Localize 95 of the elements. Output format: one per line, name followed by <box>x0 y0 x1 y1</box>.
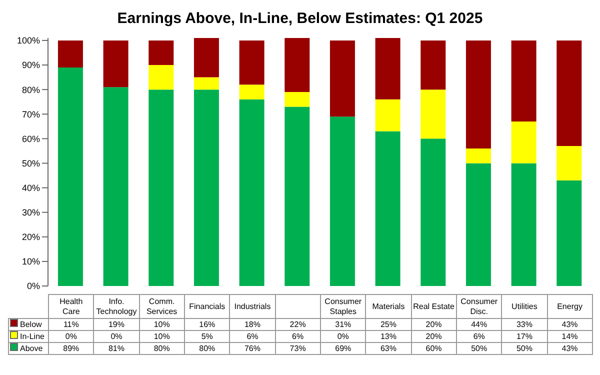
x-tick-label: Energy <box>547 294 592 318</box>
data-label: 6% <box>275 330 320 342</box>
data-label: 14% <box>547 330 592 342</box>
x-tick-label: Materials <box>366 294 412 318</box>
bar <box>375 131 400 286</box>
bar <box>556 40 582 146</box>
data-label: 31% <box>320 318 366 330</box>
data-label: 20% <box>411 318 456 330</box>
data-label: 60% <box>411 342 456 354</box>
x-tick-label: Consumer Disc. <box>456 294 502 318</box>
data-label: 17% <box>502 330 548 342</box>
y-tick-label: 0% <box>26 281 40 292</box>
data-label: 10% <box>139 318 184 330</box>
data-label: 44% <box>456 318 502 330</box>
data-label: 16% <box>184 318 230 330</box>
data-label: 43% <box>547 318 592 330</box>
y-tick-label: 10% <box>22 256 40 267</box>
data-label: 0% <box>94 330 140 342</box>
y-tick-label: 20% <box>22 232 40 242</box>
bar <box>330 40 355 117</box>
data-label: 13% <box>366 330 412 342</box>
bar <box>58 67 83 286</box>
x-tick-label: Info. Technology <box>94 294 140 318</box>
data-label: 69% <box>320 342 366 354</box>
bar <box>556 180 582 286</box>
bar <box>375 38 400 100</box>
bar <box>375 99 400 132</box>
bar <box>239 84 264 100</box>
x-tick-label: Real Estate <box>411 294 456 318</box>
bar <box>556 146 582 180</box>
bar <box>239 40 264 85</box>
bar <box>194 38 219 78</box>
x-tick-label: Utilities <box>502 294 548 318</box>
bar <box>466 163 491 286</box>
bar <box>420 40 446 90</box>
x-tick-label: Consumer Staples <box>320 294 366 318</box>
chart-title: Earnings Above, In-Line, Below Estimates: Q1 2025 <box>116 9 484 29</box>
bar <box>284 38 310 92</box>
data-label: 11% <box>48 318 94 330</box>
bar <box>239 99 264 286</box>
bar <box>284 106 310 286</box>
bar <box>148 90 174 286</box>
data-label: 81% <box>94 342 140 354</box>
data-label: 0% <box>48 330 94 342</box>
y-tick-label: 30% <box>22 208 40 218</box>
data-label: 10% <box>139 330 184 342</box>
data-label: 80% <box>139 342 184 354</box>
y-tick-label: 50% <box>22 158 40 168</box>
data-label: 50% <box>456 342 502 354</box>
x-tick-label: Health Care <box>48 294 94 318</box>
bar <box>511 121 536 164</box>
bar <box>420 138 446 286</box>
y-tick-label: 40% <box>22 182 40 193</box>
bar <box>420 90 446 139</box>
bar <box>148 40 174 66</box>
data-label: 6% <box>456 330 502 342</box>
bar <box>103 40 128 88</box>
data-label: 18% <box>230 318 276 330</box>
legend-label: Above <box>8 342 48 354</box>
bar <box>466 40 491 148</box>
y-tick-label: 90% <box>22 60 40 70</box>
data-label: 76% <box>230 342 276 354</box>
bar <box>330 116 355 286</box>
data-label: 19% <box>94 318 140 330</box>
data-label: 6% <box>230 330 276 342</box>
data-label: 22% <box>275 318 320 330</box>
data-label: 33% <box>502 318 548 330</box>
bar <box>466 148 491 164</box>
y-tick-label: 100% <box>16 36 40 46</box>
data-label: 89% <box>48 342 94 354</box>
data-label: 50% <box>502 342 548 354</box>
data-label: 20% <box>411 330 456 342</box>
x-tick-label: Financials <box>184 294 230 318</box>
data-label: 5% <box>184 330 230 342</box>
y-tick-label: 60% <box>22 134 40 144</box>
data-label: 25% <box>366 318 412 330</box>
x-tick-label: Industrials <box>230 294 276 318</box>
bar <box>194 90 219 286</box>
bar <box>148 65 174 90</box>
bar <box>58 40 83 68</box>
y-tick-label: 70% <box>22 109 40 120</box>
data-label: 63% <box>366 342 412 354</box>
bar <box>511 163 536 286</box>
data-label: 0% <box>320 330 366 342</box>
legend-label: In-Line <box>8 330 48 342</box>
data-label: 73% <box>275 342 320 354</box>
bar <box>103 87 128 286</box>
data-label: 80% <box>184 342 230 354</box>
y-tick-label: 80% <box>22 84 40 95</box>
bar <box>284 92 310 107</box>
legend-label: Below <box>8 318 48 330</box>
data-label: 43% <box>547 342 592 354</box>
x-tick-label: Comm. Services <box>139 294 184 318</box>
bar <box>194 77 219 90</box>
bar <box>511 40 536 122</box>
